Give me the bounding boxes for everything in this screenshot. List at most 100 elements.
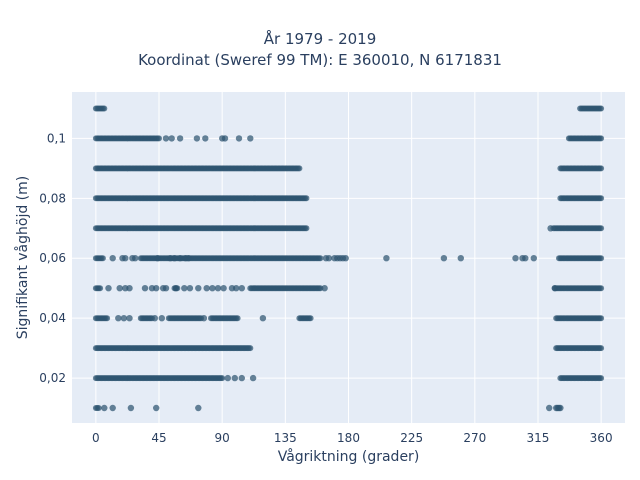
y-tick-label: 0,02: [39, 371, 66, 385]
data-point: [122, 255, 129, 262]
data-point: [116, 285, 123, 292]
data-point: [512, 255, 519, 262]
data-point: [231, 374, 238, 382]
x-tick-label: 90: [215, 431, 230, 445]
data-point: [598, 195, 605, 202]
y-tick-label: 0,04: [39, 311, 66, 325]
x-tick-label: 270: [463, 431, 486, 445]
data-point: [181, 285, 188, 292]
data-point: [156, 135, 162, 142]
data-point: [551, 285, 558, 292]
data-point: [193, 135, 201, 142]
data-point: [219, 375, 226, 382]
data-point: [238, 285, 245, 292]
data-point: [307, 315, 314, 322]
data-point: [522, 255, 529, 262]
data-point: [249, 374, 257, 382]
data-point: [296, 165, 303, 172]
data-point: [598, 345, 605, 352]
data-point: [109, 404, 116, 412]
data-point: [172, 285, 180, 292]
data-point: [598, 225, 605, 232]
x-tick-label: 135: [274, 431, 297, 445]
x-axis-title: Vågriktning (grader): [278, 448, 420, 465]
chart-subtitle: Koordinat (Sweref 99 TM): E 360010, N 61…: [138, 51, 502, 69]
data-point: [321, 285, 328, 292]
data-point: [259, 315, 267, 322]
data-point: [115, 315, 122, 322]
data-point: [325, 255, 333, 262]
data-point: [200, 315, 208, 322]
data-point: [104, 315, 111, 322]
data-point: [162, 135, 170, 142]
data-point: [126, 315, 133, 322]
data-point: [546, 404, 553, 412]
data-point: [101, 404, 108, 412]
x-tick-label: 225: [400, 431, 423, 445]
data-point: [598, 105, 605, 112]
data-point: [598, 135, 605, 142]
data-point: [530, 255, 537, 262]
y-axis-title: Signifikant våghöjd (m): [14, 176, 31, 339]
data-point: [224, 374, 231, 382]
data-point: [109, 255, 116, 262]
data-point: [383, 255, 390, 262]
data-point: [203, 285, 210, 292]
data-point: [214, 285, 222, 292]
data-point: [186, 285, 194, 292]
data-point: [557, 404, 564, 412]
data-point: [247, 135, 254, 142]
data-markers: [92, 105, 605, 412]
data-point: [317, 255, 324, 262]
y-tick-label: 0,08: [39, 191, 66, 205]
data-point: [440, 255, 448, 262]
data-point: [168, 135, 175, 142]
data-point: [233, 285, 240, 292]
data-point: [126, 285, 133, 292]
data-point: [220, 285, 227, 292]
data-point: [238, 374, 245, 382]
data-point: [99, 255, 106, 262]
data-point: [154, 255, 161, 262]
data-point: [598, 255, 605, 262]
data-point: [105, 285, 112, 292]
data-point: [127, 404, 135, 412]
data-point: [303, 195, 310, 202]
data-point: [598, 375, 605, 382]
data-point: [185, 255, 192, 262]
data-point: [195, 285, 202, 292]
data-point: [132, 255, 139, 262]
data-point: [247, 345, 254, 352]
data-point: [176, 255, 184, 262]
data-point: [235, 135, 243, 142]
data-point: [158, 315, 165, 322]
data-point: [598, 285, 605, 292]
data-point: [303, 225, 310, 232]
data-point: [95, 405, 102, 411]
data-point: [101, 105, 108, 112]
data-point: [234, 315, 241, 322]
x-tick-label: 180: [337, 431, 360, 445]
data-point: [153, 404, 160, 412]
data-point: [457, 255, 464, 262]
data-point: [176, 135, 184, 142]
data-point: [209, 285, 216, 292]
x-tick-label: 360: [590, 431, 613, 445]
data-point: [151, 315, 158, 322]
data-point: [141, 285, 149, 292]
data-point: [342, 255, 349, 262]
data-point: [598, 315, 605, 322]
data-point: [195, 404, 202, 412]
data-point: [547, 225, 554, 232]
data-point: [221, 135, 229, 142]
data-point: [202, 135, 209, 142]
chart-title: År 1979 - 2019: [263, 30, 377, 48]
x-tick-label: 315: [527, 431, 550, 445]
data-point: [598, 165, 605, 172]
x-tick-label: 45: [151, 431, 166, 445]
data-point: [97, 285, 104, 292]
x-tick-label: 0: [92, 431, 100, 445]
data-point: [120, 315, 128, 322]
